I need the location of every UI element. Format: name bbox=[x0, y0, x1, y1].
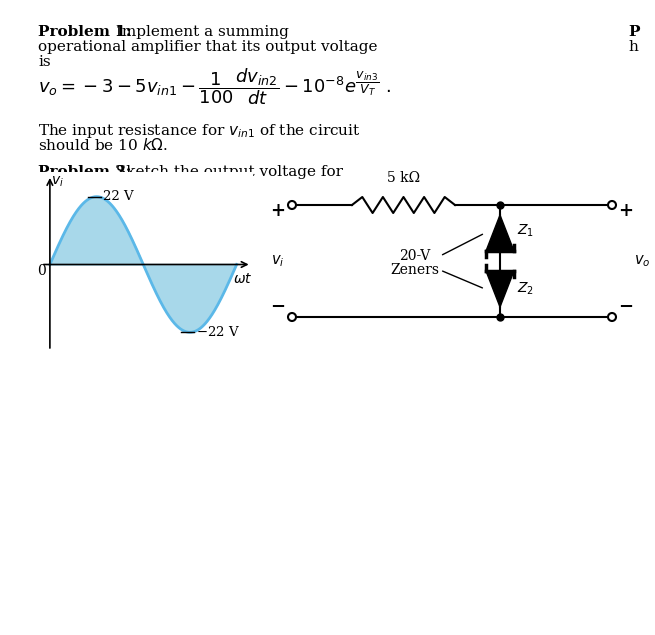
Text: −: − bbox=[618, 298, 633, 316]
Text: Problem 1:: Problem 1: bbox=[38, 25, 132, 39]
Text: $Z_2$: $Z_2$ bbox=[517, 281, 534, 297]
Text: is: is bbox=[38, 55, 50, 69]
Circle shape bbox=[288, 201, 296, 209]
Text: $v_o$: $v_o$ bbox=[634, 253, 650, 269]
Text: Sketch the output voltage for: Sketch the output voltage for bbox=[111, 165, 343, 179]
Text: Problem 2:: Problem 2: bbox=[38, 165, 132, 179]
Text: The input resistance for $v_{in1}$ of the circuit: The input resistance for $v_{in1}$ of th… bbox=[38, 122, 361, 140]
Text: P: P bbox=[628, 25, 639, 39]
Polygon shape bbox=[486, 215, 514, 251]
Text: 20-V: 20-V bbox=[400, 249, 430, 263]
Text: Implement a summing: Implement a summing bbox=[111, 25, 289, 39]
Text: $v_i$: $v_i$ bbox=[51, 175, 64, 189]
Polygon shape bbox=[486, 271, 514, 307]
Text: $v_i$: $v_i$ bbox=[271, 253, 285, 269]
Text: $\omega t$: $\omega t$ bbox=[233, 272, 252, 286]
Text: operational amplifier that its output voltage: operational amplifier that its output vo… bbox=[38, 40, 377, 54]
Text: 5 kΩ: 5 kΩ bbox=[387, 171, 420, 185]
Text: 22 V: 22 V bbox=[103, 190, 133, 203]
Text: −: − bbox=[271, 298, 286, 316]
Text: Zeners: Zeners bbox=[390, 263, 440, 277]
Text: +: + bbox=[271, 202, 286, 220]
Text: $Z_1$: $Z_1$ bbox=[517, 223, 534, 239]
Text: should be 10 $k\Omega$.: should be 10 $k\Omega$. bbox=[38, 137, 168, 153]
Text: $v_o = -3 - 5v_{in1} - \dfrac{1}{100}\dfrac{dv_{in2}}{dt} - 10^{-8}e^{\dfrac{v_{: $v_o = -3 - 5v_{in1} - \dfrac{1}{100}\df… bbox=[38, 67, 391, 107]
Text: +: + bbox=[618, 202, 633, 220]
Circle shape bbox=[608, 313, 616, 321]
Text: h: h bbox=[628, 40, 638, 54]
Circle shape bbox=[608, 201, 616, 209]
Circle shape bbox=[288, 313, 296, 321]
Text: the entire ac regulator.: the entire ac regulator. bbox=[38, 180, 217, 194]
Text: 0: 0 bbox=[37, 264, 46, 277]
Text: $-$22 V: $-$22 V bbox=[196, 325, 240, 339]
